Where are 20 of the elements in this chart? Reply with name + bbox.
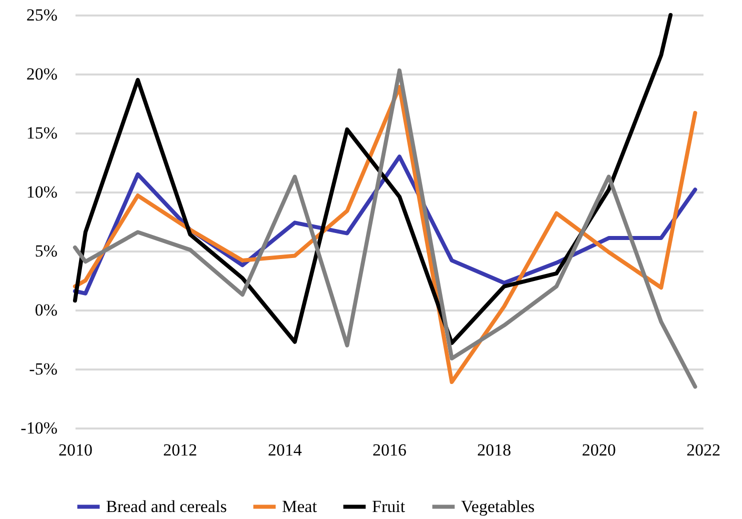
y-tick-label: 25% xyxy=(26,6,58,24)
x-tick-label: 2020 xyxy=(582,440,616,460)
legend-label: Bread and cereals xyxy=(106,496,227,516)
y-tick-label: 20% xyxy=(26,64,58,84)
y-tick-label: -10% xyxy=(20,418,58,438)
y-tick-label: 5% xyxy=(34,242,58,260)
x-tick-label: 2018 xyxy=(477,440,512,460)
y-tick-label: -5% xyxy=(29,360,58,378)
x-tick-label: 2010 xyxy=(58,440,92,460)
x-tick-label: 2016 xyxy=(372,440,406,460)
line-series xyxy=(73,13,673,346)
x-tick-label: 2012 xyxy=(163,440,198,460)
y-tick-label: 10% xyxy=(26,182,58,202)
x-tick-label: 2014 xyxy=(268,440,302,460)
y-tick-label: 15% xyxy=(26,124,58,142)
legend-label: Fruit xyxy=(372,496,406,516)
legend-label: Meat xyxy=(282,496,318,516)
legend-label: Vegetables xyxy=(461,496,535,516)
x-tick-label: 2022 xyxy=(686,440,720,460)
y-tick-label: 0% xyxy=(34,300,58,320)
